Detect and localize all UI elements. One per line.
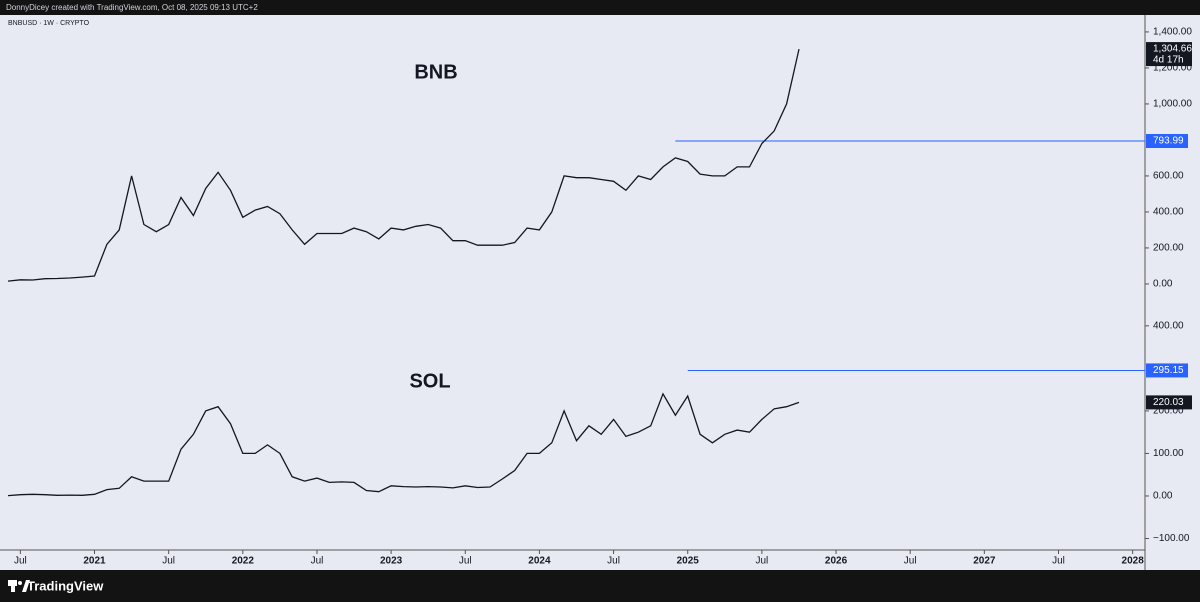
symbol: BNBUSD · 1W · CRYPTO <box>8 20 90 27</box>
y-tick-label: 0.00 <box>1153 491 1173 502</box>
y-tick-label: 400.00 <box>1153 320 1184 331</box>
y-tick-label: 1,400.00 <box>1153 27 1192 38</box>
x-tick-label: 2021 <box>83 556 106 567</box>
level-box <box>1146 134 1188 149</box>
level-box <box>1146 363 1188 378</box>
level-label: 295.15 <box>1153 365 1184 376</box>
last-price-label: 220.03 <box>1153 397 1184 408</box>
price-line <box>7 48 800 282</box>
y-tick-label: 400.00 <box>1153 207 1184 218</box>
header-bar <box>0 0 1200 15</box>
y-tick-label: 100.00 <box>1153 448 1184 459</box>
x-tick-label: 2027 <box>973 556 996 567</box>
logo <box>8 580 30 592</box>
x-tick-label: Jul <box>607 556 620 567</box>
countdown: 4d 17h <box>1153 55 1184 66</box>
x-tick-label: Jul <box>162 556 175 567</box>
y-tick-label: 1,000.00 <box>1153 99 1192 110</box>
x-tick-label: 2025 <box>677 556 700 567</box>
x-tick-label: Jul <box>1052 556 1065 567</box>
chart-title: BNB <box>414 61 457 83</box>
chart-area <box>0 15 1200 570</box>
y-tick-label: 200.00 <box>1153 243 1184 254</box>
chart-title: SOL <box>409 370 450 392</box>
x-tick-label: 2023 <box>380 556 403 567</box>
last-price-label: 1,304.66 <box>1153 44 1192 55</box>
price-line <box>7 392 800 497</box>
x-tick-label: Jul <box>904 556 917 567</box>
credit: DonnyDicey created with TradingView.com,… <box>6 3 258 12</box>
x-tick-label: Jul <box>311 556 324 567</box>
y-tick-label: −100.00 <box>1153 533 1190 544</box>
y-tick-label: 600.00 <box>1153 171 1184 182</box>
x-tick-label: 2028 <box>1122 556 1145 567</box>
y-tick-label: 200.00 <box>1153 406 1184 417</box>
last-price-box <box>1146 42 1192 67</box>
level-label: 793.99 <box>1153 136 1184 147</box>
brand: TradingView <box>27 578 104 593</box>
x-tick-label: 2026 <box>825 556 848 567</box>
x-tick-label: Jul <box>459 556 472 567</box>
x-tick-label: 2024 <box>528 556 551 567</box>
last-price-box <box>1146 395 1192 410</box>
y-tick-label: 0.00 <box>1153 279 1173 290</box>
x-tick-label: 2022 <box>232 556 255 567</box>
footer-bar <box>0 570 1200 602</box>
y-tick-label: 1,200.00 <box>1153 63 1192 74</box>
x-tick-label: Jul <box>14 556 27 567</box>
x-tick-label: Jul <box>755 556 768 567</box>
